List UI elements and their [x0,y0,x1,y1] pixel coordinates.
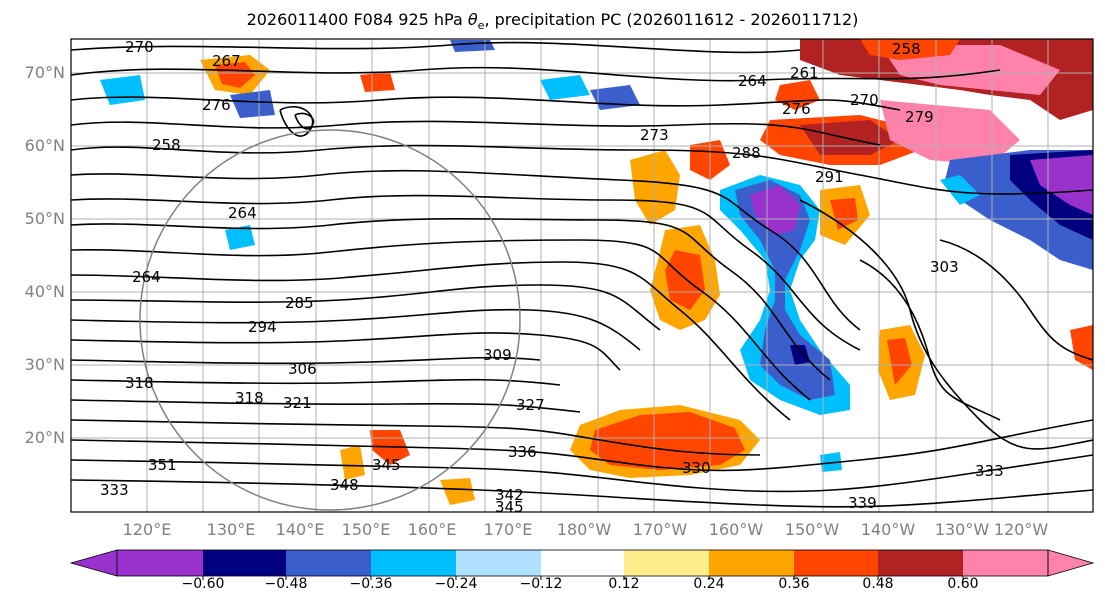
colorbar-ticks [202,576,964,580]
contour-label: 276 [782,100,811,118]
lat-label: 30°N [24,355,65,374]
colorbar-tick-label: 0.60 [947,576,979,592]
colorbar-tick-label: −0.36 [349,576,393,592]
colorbar-cell [69,549,118,577]
colorbar-cell [624,550,709,576]
colorbar-tick-label: 0.36 [778,576,810,592]
contour-label: 345 [372,456,401,474]
lon-label: 140°E [275,520,325,539]
contour-label: 258 [152,136,181,154]
lon-label: 150°W [784,520,840,539]
contour-label: 351 [148,456,177,474]
lon-label: 180°W [556,520,612,539]
lon-label: 170°E [483,520,533,539]
contour-label: 291 [815,168,844,186]
contour-label: 258 [892,40,921,58]
contour-label: 267 [212,52,241,70]
contour-label: 321 [283,394,312,412]
contour-label: 339 [848,494,877,512]
colorbar-cell [878,550,963,576]
colorbar-cell [709,550,794,576]
lat-label: 60°N [24,136,65,155]
lon-label: 130°E [206,520,256,539]
colorbar-cell [371,550,456,576]
contour-label: 273 [640,126,669,144]
lat-label: 20°N [24,428,65,447]
lon-label: 120°W [993,520,1049,539]
lat-label: 40°N [24,282,65,301]
colorbar-cell [541,550,624,576]
contour-label: 294 [248,318,277,336]
lat-label: 50°N [24,209,65,228]
lon-label: 170°W [632,520,688,539]
lon-label: 160°E [407,520,457,539]
contour-label: 330 [682,459,711,477]
contour-label: 306 [288,360,317,378]
lat-label: 70°N [24,63,65,82]
lon-label: 120°E [122,520,172,539]
contour-label: 276 [202,96,231,114]
contour-label: 333 [975,462,1004,480]
contour-labels: 270 267 258 264 276 264 261 270 279 258 … [100,38,1004,516]
colorbar-tick-label: −0.60 [181,576,225,592]
colorbar-outline [116,549,1049,577]
colorbar-cell [963,550,1048,576]
colorbar-cell [794,550,878,576]
great-circle-outline [139,129,521,511]
contour-label: 318 [235,389,264,407]
colorbar-cell [1047,549,1095,577]
contour-label: 264 [132,268,161,286]
colorbar-cell [117,550,203,576]
contour-label: 264 [738,72,767,90]
lon-label: 140°W [860,520,916,539]
graticule [71,39,1093,512]
contour-label: 333 [100,481,129,499]
contour-label: 261 [790,64,819,82]
contour-label: 336 [508,443,537,461]
contour-label: 318 [125,374,154,392]
contour-label: 345 [495,498,524,516]
contour-label: 303 [930,258,959,276]
map-frame [70,38,1094,513]
colorbar-tick-label: 0.12 [608,576,640,592]
contour-label: 288 [732,144,761,162]
colorbar-tick-label: −0.48 [264,576,308,592]
contour-label: 279 [905,108,934,126]
contour-label: 342 [495,486,524,504]
contour-label: 285 [285,294,314,312]
contour-label: 348 [330,476,359,494]
lon-label: 130°W [934,520,990,539]
contour-label: 309 [483,346,512,364]
lon-label: 160°W [708,520,764,539]
contour-label: 270 [850,91,879,109]
colorbar-cell [203,550,286,576]
colorbar-cell [456,550,541,576]
contour-label: 327 [516,396,545,414]
theta-e-contours [71,41,1093,508]
colorbar-tick-label: −0.24 [434,576,478,592]
colorbar [69,549,1095,580]
map-title: 2026011400 F084 925 hPa θe, precipitatio… [246,10,859,33]
colorbar-cell [286,550,371,576]
colorbar-tick-label: −0.12 [519,576,563,592]
contour-label: 264 [228,204,257,222]
colorbar-tick-label: 0.48 [862,576,894,592]
colorbar-tick-label: 0.24 [693,576,725,592]
contour-label: 270 [125,38,154,56]
lon-label: 150°E [341,520,391,539]
